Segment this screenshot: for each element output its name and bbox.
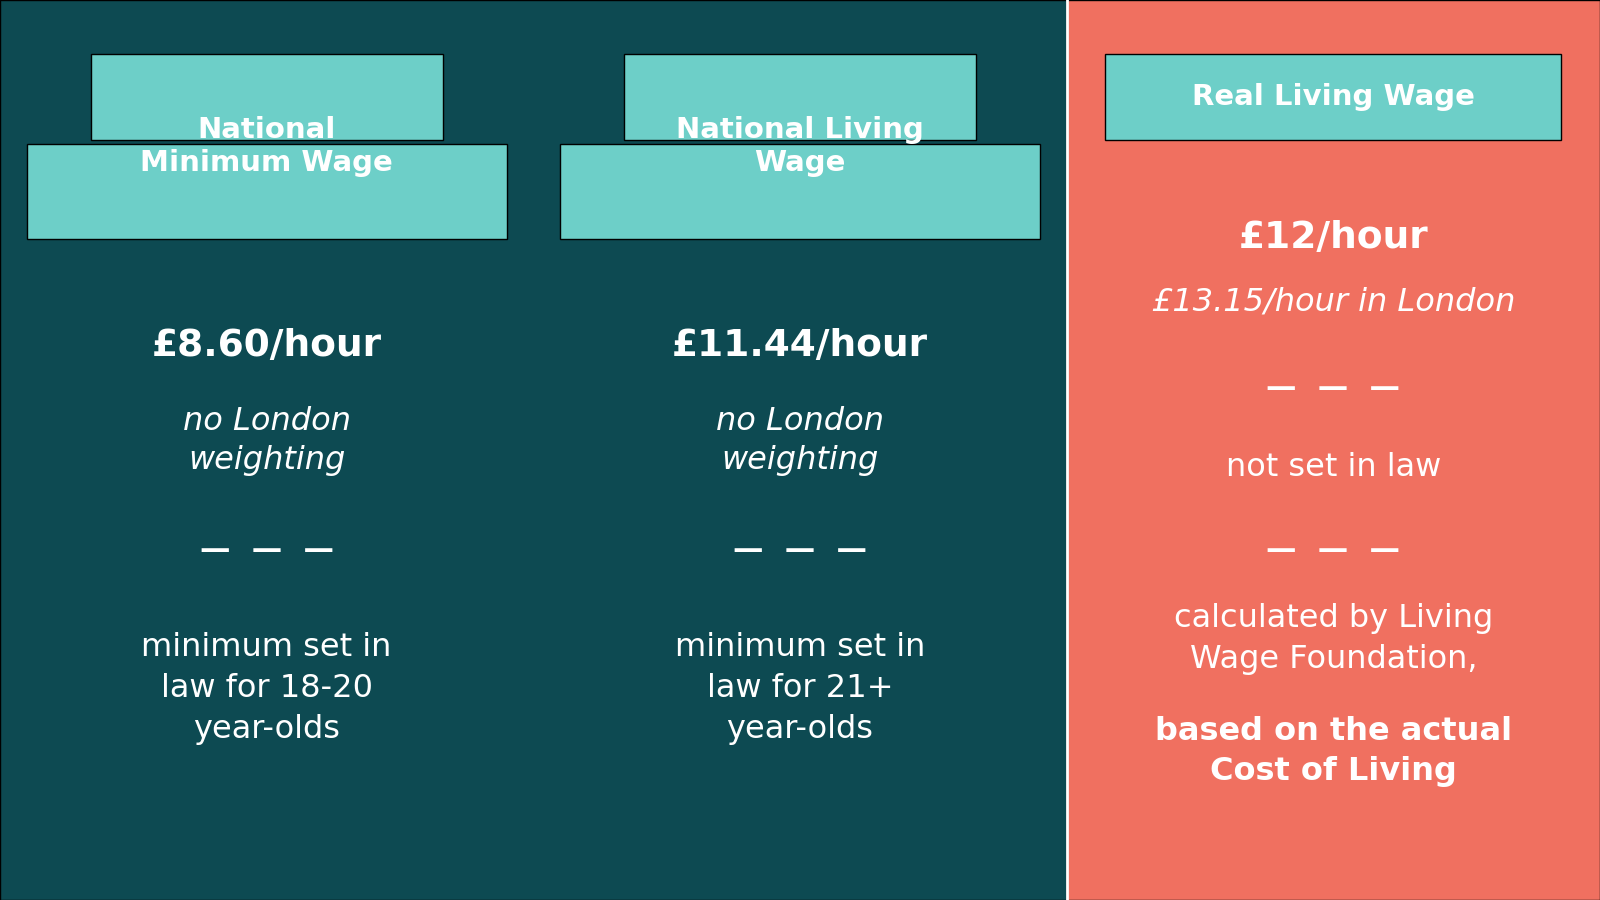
Text: not set in law: not set in law xyxy=(1226,453,1442,483)
FancyBboxPatch shape xyxy=(624,54,976,140)
FancyBboxPatch shape xyxy=(560,144,1040,238)
Text: minimum set in
law for 21+
year-olds: minimum set in law for 21+ year-olds xyxy=(675,633,925,744)
Text: —  —  —: — — — xyxy=(733,535,867,563)
Text: minimum set in
law for 18-20
year-olds: minimum set in law for 18-20 year-olds xyxy=(141,633,392,744)
Text: Real Living Wage: Real Living Wage xyxy=(1192,83,1475,111)
FancyBboxPatch shape xyxy=(91,54,443,140)
Text: —  —  —: — — — xyxy=(1266,373,1400,401)
FancyBboxPatch shape xyxy=(1067,0,1600,900)
Text: no London
weighting: no London weighting xyxy=(717,407,883,475)
Text: £11.44/hour: £11.44/hour xyxy=(672,328,928,364)
Text: £8.60/hour: £8.60/hour xyxy=(152,328,382,364)
Text: calculated by Living
Wage Foundation,: calculated by Living Wage Foundation, xyxy=(1174,603,1493,675)
Text: £13.15/hour in London: £13.15/hour in London xyxy=(1152,286,1515,317)
FancyBboxPatch shape xyxy=(27,144,507,238)
FancyBboxPatch shape xyxy=(0,0,1067,900)
FancyBboxPatch shape xyxy=(1106,54,1562,140)
Text: —  —  —: — — — xyxy=(1266,535,1400,563)
Text: no London
weighting: no London weighting xyxy=(182,407,350,475)
Text: National
Minimum Wage: National Minimum Wage xyxy=(141,115,394,177)
Text: National Living
Wage: National Living Wage xyxy=(677,115,923,177)
Text: £12/hour: £12/hour xyxy=(1238,220,1429,256)
Text: —  —  —: — — — xyxy=(200,535,334,563)
Text: based on the actual
Cost of Living: based on the actual Cost of Living xyxy=(1155,716,1512,788)
